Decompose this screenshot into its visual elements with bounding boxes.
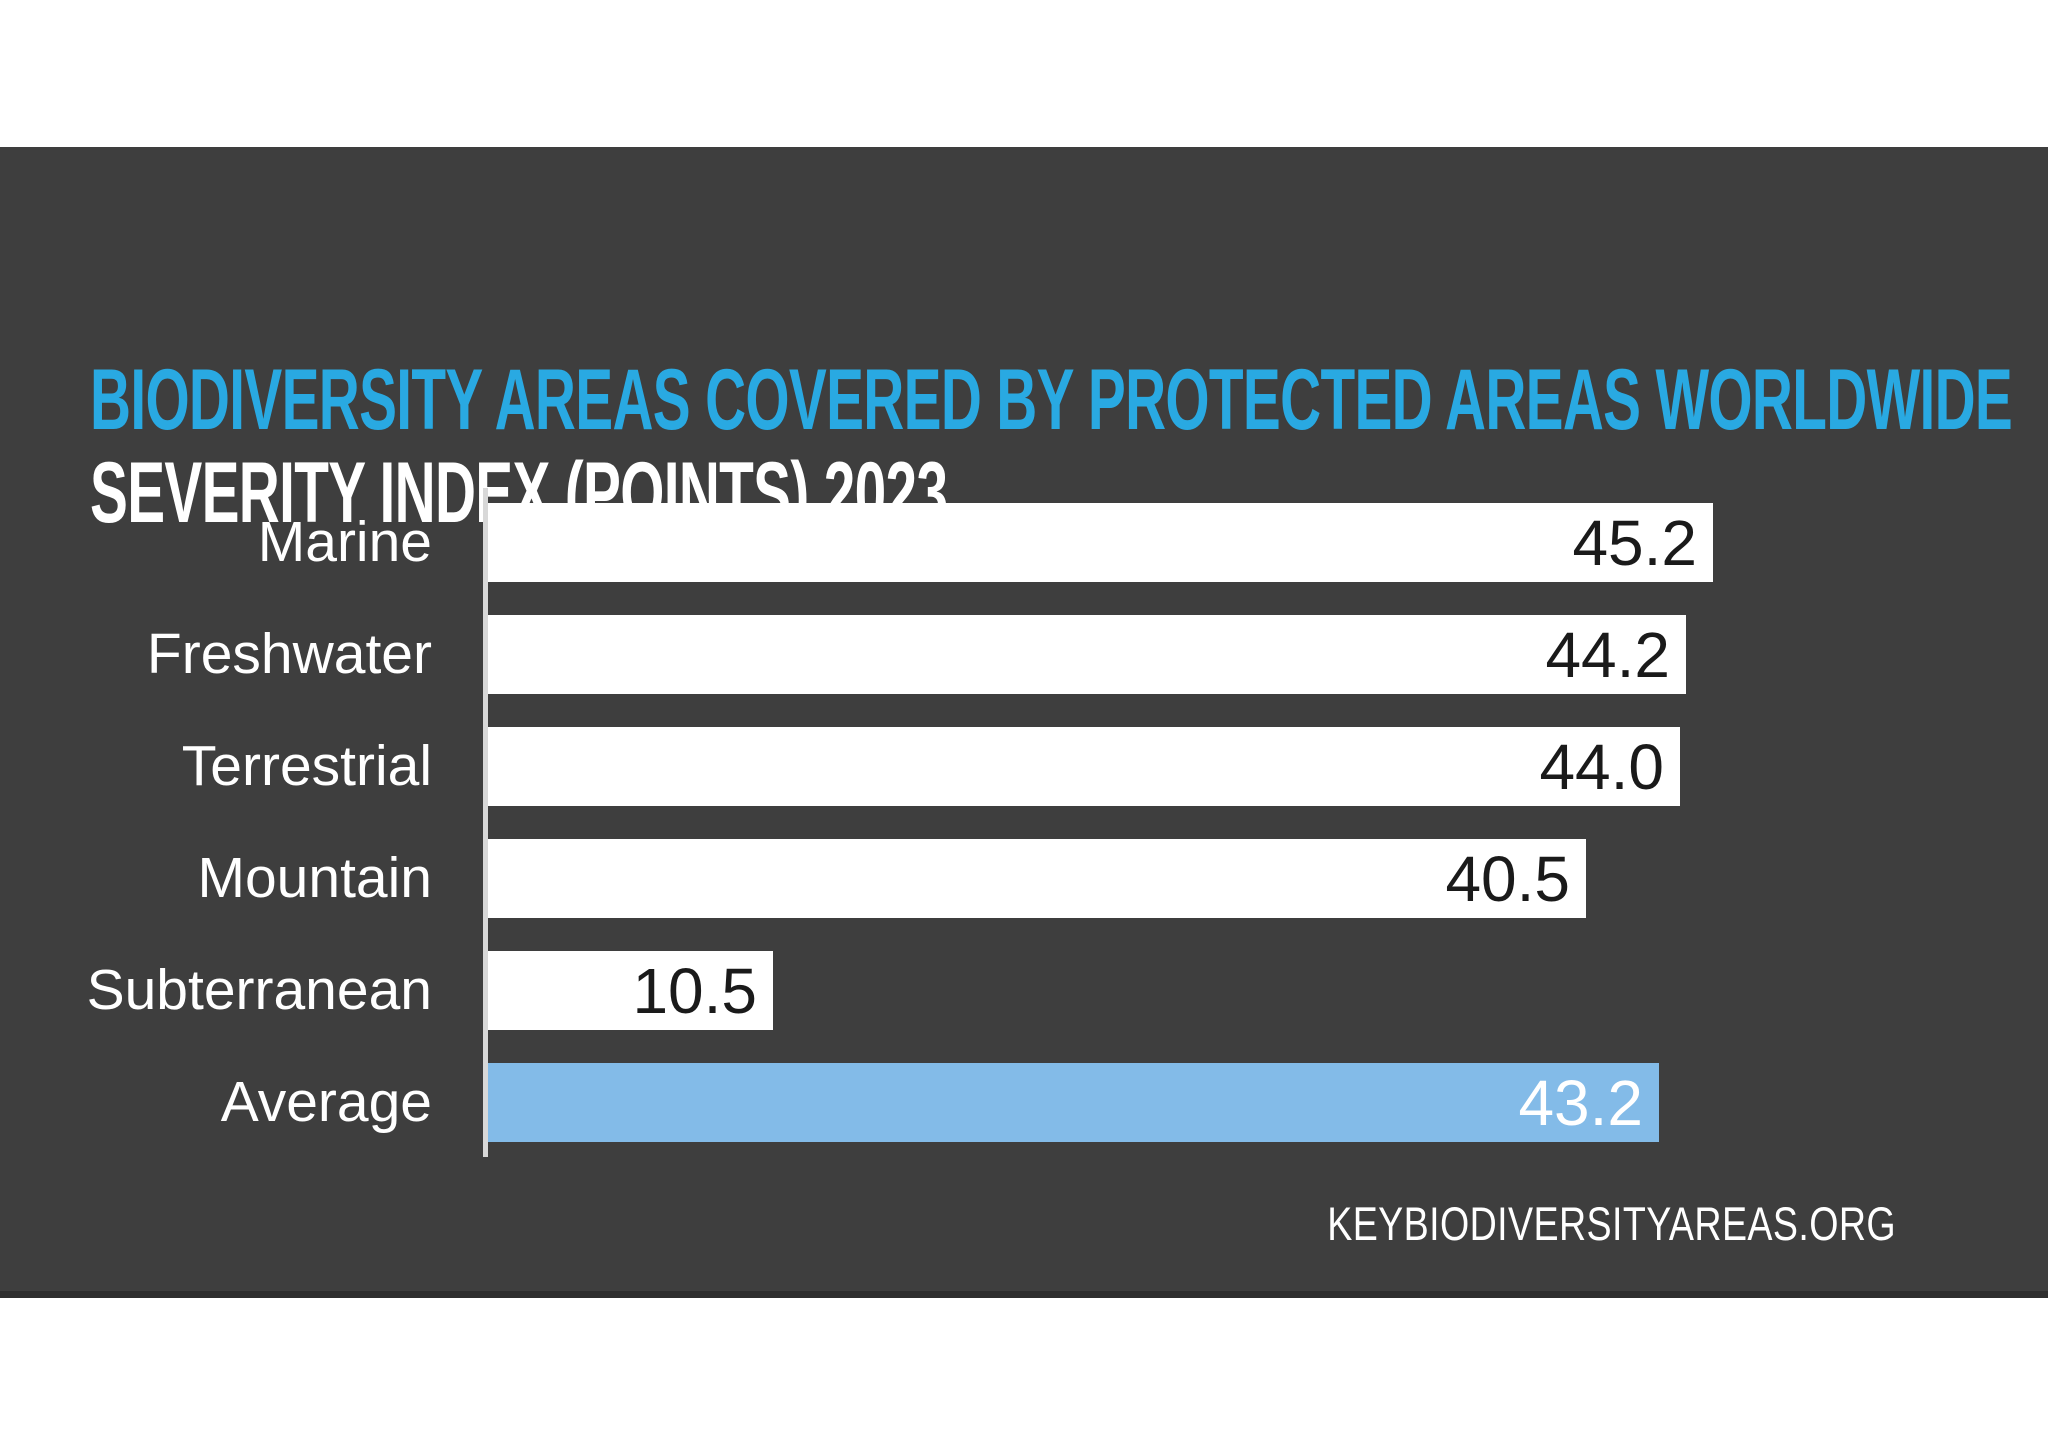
bar-value-label: 44.0 xyxy=(1539,730,1664,803)
source-attribution: KEYBIODIVERSITYAREAS.ORG xyxy=(1327,1197,1896,1250)
bar: 45.2 xyxy=(488,503,1713,582)
bar: 44.2 xyxy=(488,615,1686,694)
chart-title: BIODIVERSITY AREAS COVERED BY PROTECTED … xyxy=(90,352,2013,448)
bar-value-label: 40.5 xyxy=(1445,842,1570,915)
bar-row: Terrestrial 44.0 xyxy=(0,727,2048,806)
bar-row: Mountain 40.5 xyxy=(0,839,2048,918)
category-label: Mountain xyxy=(197,846,433,910)
bar: 40.5 xyxy=(488,839,1586,918)
category-label: Terrestrial xyxy=(181,734,432,798)
bar-value-label: 10.5 xyxy=(632,954,757,1027)
chart-rows: Marine 45.2 Freshwater 44.2 Terrestrial 44.0 M… xyxy=(0,503,2048,1143)
bar-row: Freshwater 44.2 xyxy=(0,615,2048,694)
bar-row: Average 43.2 xyxy=(0,1063,2048,1142)
bar-average-highlight: 43.2 xyxy=(488,1063,1659,1142)
bar-value-label: 44.2 xyxy=(1545,618,1670,691)
category-axis-line xyxy=(483,488,488,1157)
bar-row: Marine 45.2 xyxy=(0,503,2048,582)
category-label: Subterranean xyxy=(86,958,432,1022)
bar-value-label: 43.2 xyxy=(1518,1066,1643,1139)
category-label: Freshwater xyxy=(146,622,432,686)
bar-value-label: 45.2 xyxy=(1572,506,1697,579)
bar-row: Subterranean 10.5 xyxy=(0,951,2048,1030)
category-label: Marine xyxy=(257,510,432,574)
category-label: Average xyxy=(220,1070,432,1134)
bar: 10.5 xyxy=(488,951,773,1030)
bar: 44.0 xyxy=(488,727,1680,806)
